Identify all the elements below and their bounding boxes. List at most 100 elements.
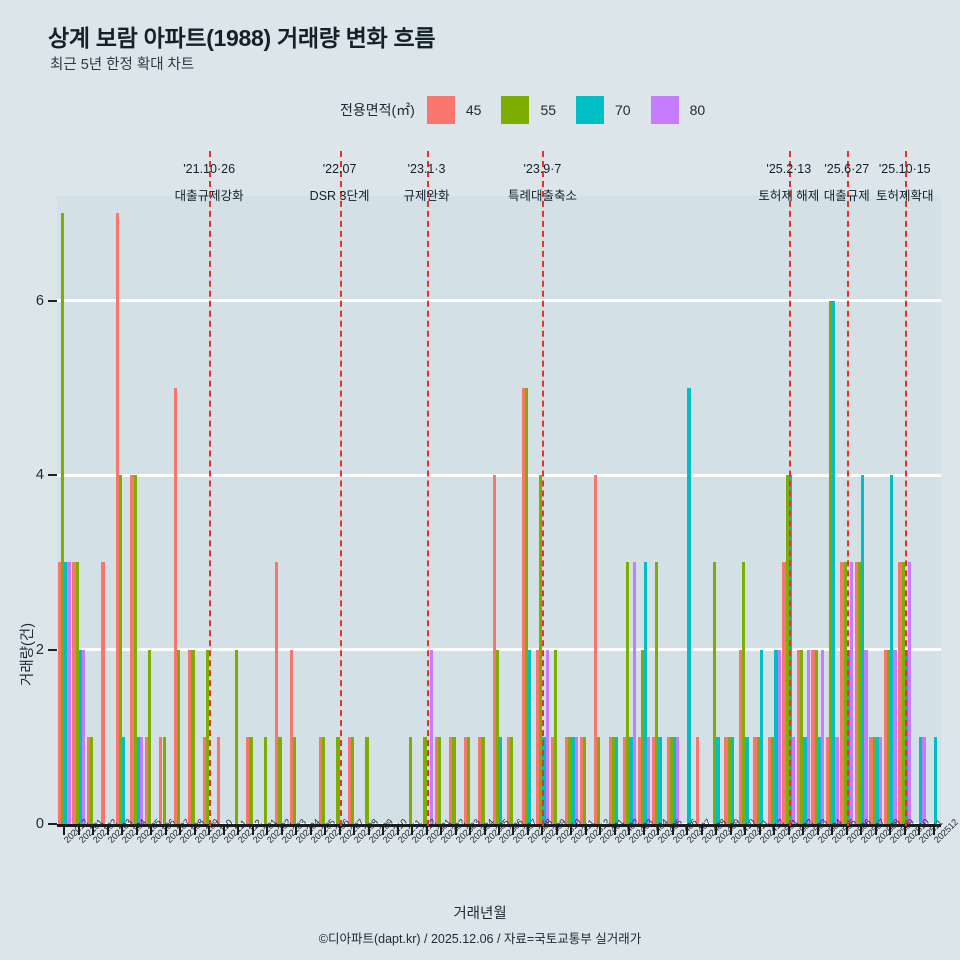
bar[interactable]: [434, 736, 438, 824]
bar[interactable]: [565, 736, 569, 824]
bar[interactable]: [666, 736, 670, 824]
bar[interactable]: [579, 736, 583, 824]
bar[interactable]: [637, 736, 641, 824]
bar[interactable]: [115, 213, 120, 824]
bar[interactable]: [840, 562, 844, 824]
bar[interactable]: [217, 736, 221, 824]
bar[interactable]: [774, 649, 778, 824]
bar[interactable]: [652, 736, 656, 824]
bar[interactable]: [119, 475, 123, 824]
bar[interactable]: [872, 736, 876, 824]
bar[interactable]: [136, 736, 140, 824]
bar[interactable]: [785, 475, 789, 824]
bar[interactable]: [814, 649, 818, 824]
bar[interactable]: [550, 736, 554, 824]
bar[interactable]: [478, 736, 482, 824]
bar[interactable]: [582, 736, 586, 824]
bar[interactable]: [571, 736, 575, 824]
bar[interactable]: [246, 736, 250, 824]
bar[interactable]: [275, 562, 279, 824]
bar[interactable]: [611, 736, 615, 824]
bar[interactable]: [278, 736, 282, 824]
bar[interactable]: [72, 562, 76, 824]
bar[interactable]: [188, 649, 192, 824]
bar[interactable]: [792, 736, 796, 824]
bar[interactable]: [429, 649, 433, 824]
bar[interactable]: [205, 649, 210, 824]
bar[interactable]: [289, 649, 293, 824]
bar[interactable]: [521, 387, 525, 824]
bar[interactable]: [122, 736, 126, 824]
bar[interactable]: [640, 649, 644, 824]
bar[interactable]: [539, 475, 543, 824]
bar[interactable]: [492, 475, 496, 824]
bar[interactable]: [858, 562, 862, 824]
bar[interactable]: [890, 475, 894, 824]
bar[interactable]: [365, 736, 369, 824]
bar[interactable]: [849, 562, 854, 824]
bar[interactable]: [75, 562, 79, 824]
bar[interactable]: [499, 736, 503, 824]
bar[interactable]: [527, 649, 532, 824]
bar[interactable]: [825, 736, 830, 824]
bar[interactable]: [133, 475, 137, 824]
bar[interactable]: [61, 213, 65, 824]
bar[interactable]: [713, 562, 717, 824]
bar[interactable]: [568, 736, 572, 824]
bar[interactable]: [159, 736, 163, 824]
legend-item-70[interactable]: 70: [576, 96, 645, 124]
bar[interactable]: [887, 649, 891, 824]
bar[interactable]: [249, 736, 253, 824]
bar[interactable]: [350, 736, 355, 824]
legend-item-80[interactable]: 80: [650, 96, 720, 124]
bar[interactable]: [695, 736, 699, 824]
bar[interactable]: [336, 736, 340, 824]
bar[interactable]: [463, 736, 467, 824]
bar[interactable]: [869, 736, 873, 824]
bar[interactable]: [742, 562, 746, 824]
bar[interactable]: [466, 736, 471, 824]
bar[interactable]: [753, 736, 757, 824]
bar[interactable]: [202, 736, 206, 824]
bar[interactable]: [347, 736, 351, 824]
bar[interactable]: [864, 649, 868, 824]
bar[interactable]: [144, 736, 148, 824]
bar[interactable]: [176, 649, 181, 824]
bar[interactable]: [811, 649, 815, 824]
bar[interactable]: [817, 736, 821, 824]
bar[interactable]: [632, 562, 636, 824]
bar[interactable]: [803, 736, 807, 824]
bar[interactable]: [669, 736, 673, 824]
bar[interactable]: [907, 562, 912, 824]
bar[interactable]: [191, 649, 195, 824]
bar[interactable]: [745, 736, 749, 824]
bar[interactable]: [933, 736, 937, 824]
bar[interactable]: [449, 736, 453, 824]
bar[interactable]: [495, 649, 499, 824]
bar[interactable]: [878, 736, 883, 824]
bar[interactable]: [452, 736, 456, 824]
bar[interactable]: [574, 736, 578, 824]
bar[interactable]: [756, 736, 760, 824]
bar[interactable]: [724, 736, 728, 824]
bar[interactable]: [777, 649, 781, 824]
bar[interactable]: [510, 736, 514, 824]
bar[interactable]: [553, 649, 557, 824]
bar[interactable]: [883, 649, 888, 824]
bar[interactable]: [292, 736, 297, 824]
bar[interactable]: [854, 562, 859, 824]
bar[interactable]: [829, 300, 833, 824]
bar[interactable]: [800, 649, 804, 824]
bar[interactable]: [738, 649, 743, 824]
bar[interactable]: [81, 649, 86, 824]
bar[interactable]: [901, 562, 905, 824]
bar[interactable]: [672, 736, 677, 824]
bar[interactable]: [655, 562, 659, 824]
bar[interactable]: [524, 387, 528, 824]
bar[interactable]: [408, 736, 413, 824]
bar[interactable]: [771, 736, 775, 824]
bar[interactable]: [759, 649, 764, 824]
bar[interactable]: [875, 736, 879, 824]
bar[interactable]: [57, 562, 62, 824]
bar[interactable]: [898, 562, 902, 824]
